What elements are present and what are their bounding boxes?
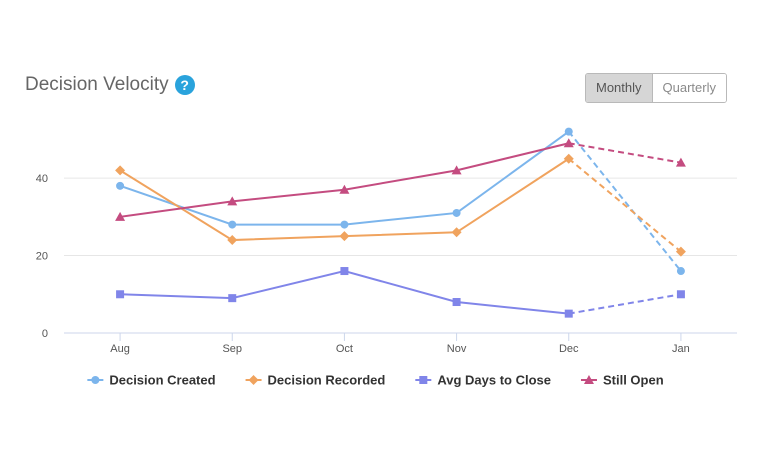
x-tick-label: Sep bbox=[222, 343, 242, 355]
y-tick-label: 0 bbox=[42, 328, 48, 340]
legend-marker bbox=[583, 375, 594, 384]
data-point bbox=[116, 181, 125, 190]
y-tick-label: 40 bbox=[36, 173, 48, 185]
data-point bbox=[340, 220, 349, 229]
data-point bbox=[564, 309, 573, 318]
help-icon[interactable]: ? bbox=[174, 75, 195, 95]
legend-label: Avg Days to Close bbox=[437, 373, 551, 388]
data-point bbox=[452, 298, 461, 307]
data-point bbox=[452, 208, 461, 217]
period-toggle: Monthly Quarterly bbox=[585, 73, 727, 103]
data-point bbox=[339, 231, 350, 242]
series-line-projected bbox=[567, 130, 682, 272]
data-point bbox=[116, 290, 125, 299]
data-point bbox=[451, 165, 462, 175]
data-point bbox=[115, 165, 126, 176]
y-tick-label: 20 bbox=[36, 251, 48, 263]
legend-marker bbox=[248, 375, 259, 385]
x-tick-label: Jan bbox=[672, 343, 690, 355]
data-point bbox=[227, 196, 238, 206]
x-tick-label: Dec bbox=[559, 343, 579, 355]
series-line-projected bbox=[568, 142, 682, 164]
data-point bbox=[228, 294, 237, 303]
quarterly-button[interactable]: Quarterly bbox=[652, 74, 726, 102]
legend-marker bbox=[419, 376, 428, 384]
x-tick-label: Oct bbox=[336, 343, 353, 355]
data-point bbox=[340, 267, 349, 276]
data-point bbox=[675, 157, 686, 167]
data-point bbox=[676, 267, 685, 276]
data-point bbox=[115, 211, 126, 221]
x-tick-label: Aug bbox=[110, 343, 130, 355]
chart-title-text: Decision Velocity bbox=[25, 74, 169, 95]
data-point bbox=[676, 290, 685, 299]
legend-label: Decision Recorded bbox=[268, 373, 386, 388]
data-point bbox=[339, 184, 350, 194]
series-line bbox=[120, 270, 569, 315]
legend-label: Still Open bbox=[603, 373, 664, 388]
series-line-projected bbox=[568, 157, 682, 253]
x-tick-label: Nov bbox=[447, 343, 467, 355]
data-point bbox=[227, 235, 238, 246]
data-point bbox=[563, 138, 574, 148]
legend-label: Decision Created bbox=[109, 373, 215, 388]
data-point bbox=[675, 246, 686, 257]
series-line-projected bbox=[568, 293, 682, 315]
legend-marker bbox=[91, 376, 100, 384]
data-point bbox=[451, 227, 462, 238]
data-point bbox=[228, 220, 237, 229]
data-point bbox=[563, 153, 574, 164]
monthly-button[interactable]: Monthly bbox=[586, 74, 653, 102]
data-point bbox=[564, 127, 573, 136]
chart-title: Decision Velocity ? bbox=[25, 74, 195, 96]
